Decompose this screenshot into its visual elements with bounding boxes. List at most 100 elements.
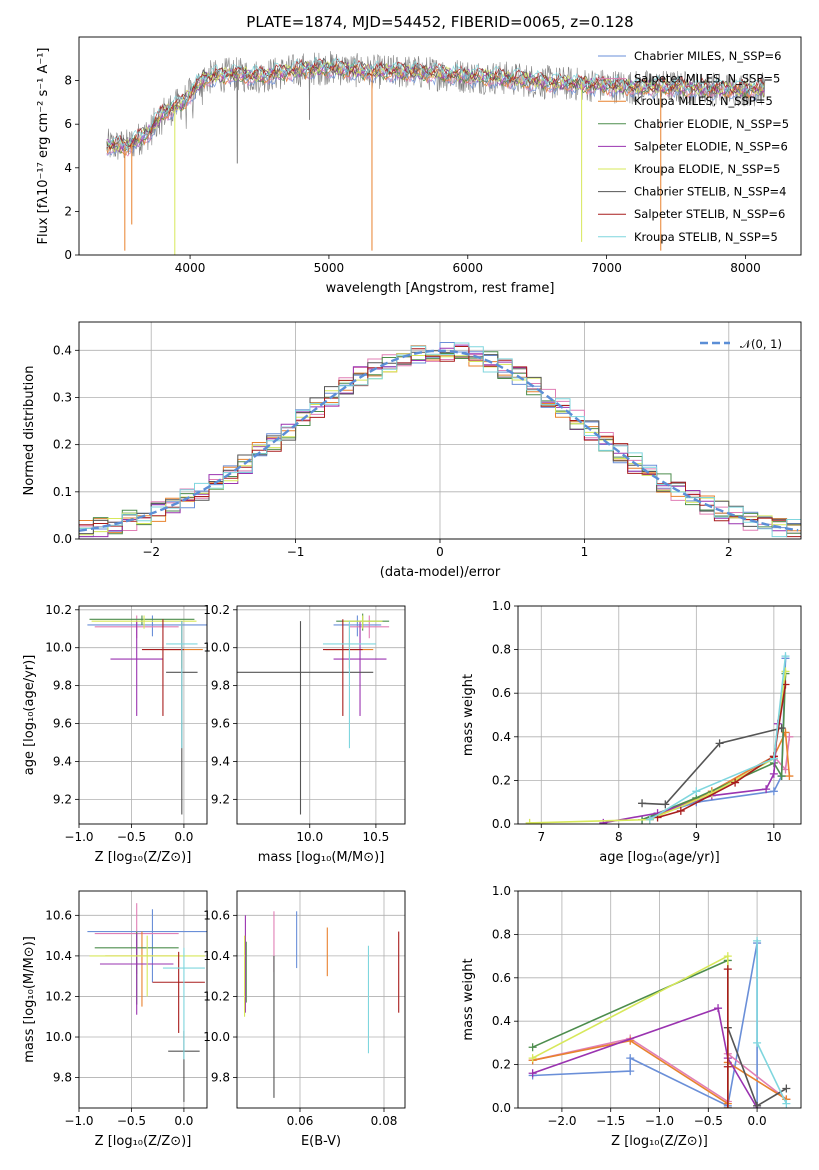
y-tick-label: 9.4 (53, 754, 72, 768)
y-tick-label: 9.6 (53, 717, 72, 731)
errorbar-salpeter_miles (349, 615, 390, 639)
mass-weight-line-salpeter_stelib (657, 684, 787, 819)
y-tick-label: 6 (64, 117, 72, 131)
x-tick-label: −1.0 (64, 830, 93, 844)
x-tick-label: 4000 (175, 261, 206, 275)
x-axis-label: Z [log₁₀(Z/Z⊙)] (95, 1134, 192, 1149)
legend-label: Chabrier STELIB, N_SSP=4 (634, 185, 786, 199)
legend-label-gaussian: 𝒩(0, 1) (740, 337, 782, 351)
x-axis-label: age [log₁₀(age/yr)] (599, 850, 720, 865)
plot-area (79, 342, 801, 538)
errorbar-kroupa_stelib (166, 621, 198, 749)
errorbar-salpeter_elodie (333, 621, 387, 716)
errorbar-kroupa_elodie (89, 935, 205, 997)
figure-title: PLATE=1874, MJD=54452, FIBERID=0065, z=0… (246, 13, 633, 31)
plot-area (528, 936, 791, 1108)
x-tick-label: 7000 (591, 261, 622, 275)
y-tick-label: 0.0 (492, 1101, 511, 1115)
x-tick-label: 10 (766, 830, 781, 844)
point-marker-kroupa_stelib (769, 754, 778, 763)
y-tick-label: 0.4 (492, 730, 511, 744)
x-tick-label: 8 (615, 830, 623, 844)
y-tick-label: 10.0 (203, 641, 230, 655)
y-tick-label: 10.6 (203, 908, 230, 922)
x-tick-label: 0.0 (174, 830, 193, 844)
legend-label: Salpeter MILES, N_SSP=5 (634, 72, 780, 86)
panel-mass_weight_vs_Z: −2.0 −1.5 −1.0 −0.5 0.0 0.0 0.2 0.4 0.6 0.8 1.0 Z [… (461, 884, 802, 1149)
y-tick-label: 10.0 (45, 1030, 72, 1044)
y-tick-label: 8 (64, 74, 72, 88)
x-tick-label: 0.0 (174, 1114, 193, 1128)
axes-frame (517, 890, 802, 1109)
axes-frame (236, 890, 406, 1109)
axes-frame (78, 321, 802, 540)
x-axis-label: (data-model)/error (380, 565, 501, 580)
y-tick-label: 9.4 (211, 754, 230, 768)
y-tick-label: 1.0 (492, 599, 511, 613)
point-marker-kroupa_stelib (692, 787, 701, 796)
gaussian-curve (79, 349, 799, 532)
y-axis-label: age [log₁₀(age/yr)] (22, 655, 37, 776)
point-marker-chabrier_elodie (777, 772, 786, 781)
axes-frame (236, 605, 406, 825)
errorbar-salpeter_stelib (322, 619, 363, 716)
errorbar-kroupa_stelib (322, 621, 376, 749)
errorbar-salpeter_stelib (152, 951, 205, 1033)
errorbar-salpeter_stelib (141, 619, 184, 716)
point-marker-chabrier_stelib (753, 1101, 762, 1108)
y-tick-label: 9.8 (53, 1071, 72, 1085)
errorbar-chabrier_miles (87, 909, 207, 983)
x-tick-label: 0 (436, 545, 444, 559)
y-tick-label: 10.4 (203, 949, 230, 963)
mass-weight-line-kroupa_stelib (649, 656, 787, 821)
point-marker-chabrier_stelib (715, 739, 724, 748)
y-tick-label: 9.2 (53, 792, 72, 806)
point-marker-salpeter_elodie (762, 785, 771, 794)
x-tick-label: −1.0 (645, 1114, 674, 1128)
point-marker-chabrier_stelib (661, 800, 670, 809)
errorbar-chabrier_stelib (237, 621, 374, 815)
legend-label: Chabrier MILES, N_SSP=6 (634, 49, 781, 63)
x-tick-label: 1 (581, 545, 589, 559)
plot-area (237, 613, 390, 815)
point-marker-chabrier_miles (626, 1054, 635, 1063)
model-spectrum-salpeter_stelib (106, 58, 765, 151)
plot-area (87, 903, 207, 1102)
legend-label: Kroupa MILES, N_SSP=5 (634, 94, 773, 108)
y-tick-label: 9.2 (211, 792, 230, 806)
point-marker-kroupa_stelib (753, 1038, 762, 1047)
errorbar-chabrier_miles (87, 615, 207, 637)
x-tick-label: −1 (287, 545, 305, 559)
point-marker-chabrier_miles (626, 1067, 635, 1076)
x-tick-label: 6000 (452, 261, 483, 275)
model-spectrum-chabrier_stelib (106, 57, 765, 150)
x-tick-label: 9 (693, 830, 701, 844)
y-tick-label: 10.6 (45, 908, 72, 922)
y-tick-label: 10.0 (45, 641, 72, 655)
x-tick-label: −0.5 (117, 830, 146, 844)
y-tick-label: 1.0 (492, 884, 511, 898)
y-tick-label: 0.8 (492, 643, 511, 657)
x-axis-label: wavelength [Angstrom, rest frame] (326, 281, 555, 296)
point-marker-salpeter_elodie (769, 769, 778, 778)
y-tick-label: 0.2 (53, 438, 72, 452)
panel-residuals: −2 −1 0 1 2 0.0 0.1 0.2 0.3 0.4 (data-model)/error… (22, 321, 802, 580)
errorbar-salpeter_elodie (110, 621, 163, 716)
point-marker-kroupa_elodie (525, 818, 534, 824)
y-tick-label: 10.2 (203, 989, 230, 1003)
plot-area (87, 615, 207, 815)
model-spectrum-kroupa_stelib (106, 56, 765, 150)
point-marker-chabrier_miles (769, 787, 778, 796)
y-axis-label: mass weight (461, 674, 476, 756)
point-marker-kroupa_miles (785, 772, 794, 781)
x-tick-label: 0.06 (287, 1114, 314, 1128)
y-tick-label: 9.8 (53, 679, 72, 693)
point-marker-kroupa_elodie (528, 1054, 537, 1063)
y-axis-label: mass weight (461, 958, 476, 1040)
y-axis-label: Flux [fλ10⁻¹⁷ erg cm⁻² s⁻¹ A⁻¹] (36, 48, 51, 245)
legend-label: Kroupa ELODIE, N_SSP=5 (634, 162, 780, 176)
point-marker-kroupa_stelib (645, 815, 654, 824)
plot-area (244, 911, 400, 1098)
panel-mass_weight_vs_age: 7 8 9 10 0.0 0.2 0.4 0.6 0.8 1.0 age [log₁₀(age/yr… (461, 599, 802, 865)
